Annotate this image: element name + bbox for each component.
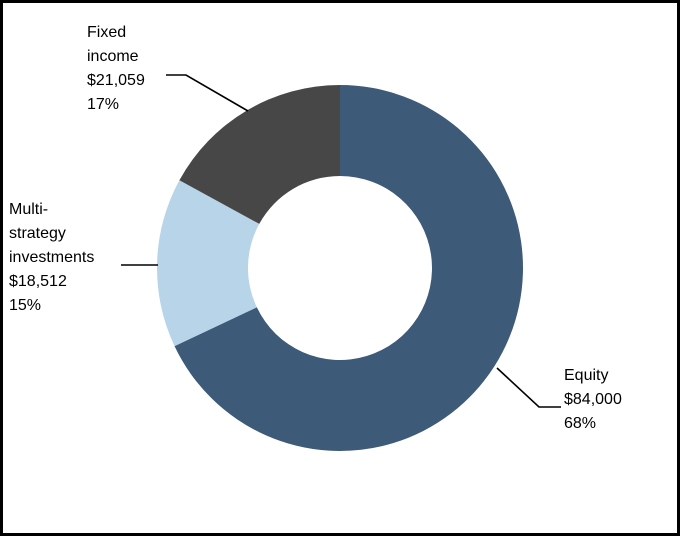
label-name-line: Equity: [564, 367, 608, 384]
label-name-line: Fixed: [87, 24, 126, 41]
label-value: $18,512: [9, 273, 67, 290]
leader-line-fixed-income: [166, 74, 249, 112]
label-value: $84,000: [564, 391, 622, 408]
slice-equity: [174, 85, 523, 451]
slice-multi-strategy-investments: [157, 180, 260, 347]
leader-line-equity: [496, 367, 561, 408]
label-percent: 17%: [87, 96, 119, 113]
label-percent: 15%: [9, 297, 41, 314]
donut-chart: Equity $84,000 68% Multi-strategy investment…: [9, 24, 622, 451]
slice-fixed-income: [179, 85, 340, 224]
label-name-line: income: [87, 48, 139, 65]
label-name-line: investments: [9, 249, 94, 266]
label-percent: 68%: [564, 415, 596, 432]
label-name-line: Multi-: [9, 201, 48, 218]
data-label-equity: Equity $84,000 68%: [564, 367, 622, 432]
data-label-fixed-income: Fixed income $21,059 17%: [87, 24, 145, 113]
label-value: $21,059: [87, 72, 145, 89]
label-name-line: strategy: [9, 225, 66, 242]
data-label-multi-strategy-investments: Multi-strategy investments $18,512 15%: [9, 201, 94, 314]
